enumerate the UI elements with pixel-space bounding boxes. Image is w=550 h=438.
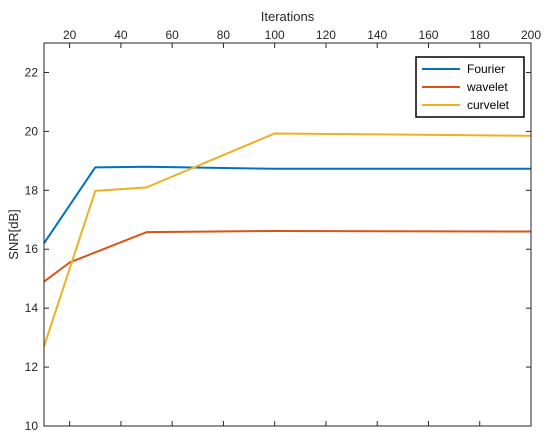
y-tick-label: 16 <box>25 242 39 256</box>
axes-box <box>43 42 532 427</box>
y-tick-label: 10 <box>25 419 39 433</box>
y-axis-ticks: 10 12 14 16 18 20 22 <box>25 65 531 433</box>
y-tick-label: 22 <box>25 65 39 79</box>
x-tick-label: 160 <box>418 28 438 42</box>
y-tick-label: 14 <box>25 301 39 315</box>
y-tick-label: 12 <box>25 360 39 374</box>
x-tick-label: 80 <box>217 28 231 42</box>
x-tick-label: 180 <box>470 28 490 42</box>
x-tick-label: 200 <box>521 28 541 42</box>
y-tick-label: 20 <box>25 124 39 138</box>
series-line-fourier <box>43 165 531 244</box>
legend: Fourier wavelet curvelet <box>415 56 525 118</box>
x-axis-label: Iterations <box>261 9 315 24</box>
y-axis-label: SNR[dB] <box>6 209 21 260</box>
x-axis-ticks: 20 40 60 80 100 120 140 160 180 200 <box>63 28 541 426</box>
series-line-curvelet <box>43 132 532 347</box>
legend-label-wavelet: wavelet <box>466 80 508 94</box>
legend-label-curvelet: curvelet <box>467 98 510 112</box>
x-tick-label: 120 <box>316 28 336 42</box>
x-tick-label: 140 <box>367 28 387 42</box>
y-tick-label: 18 <box>25 183 39 197</box>
x-tick-label: 20 <box>63 28 77 42</box>
x-tick-label: 40 <box>114 28 128 42</box>
legend-label-fourier: Fourier <box>467 62 505 76</box>
x-tick-label: 100 <box>265 28 285 42</box>
x-tick-label: 60 <box>165 28 179 42</box>
series-line-wavelet <box>43 229 532 283</box>
